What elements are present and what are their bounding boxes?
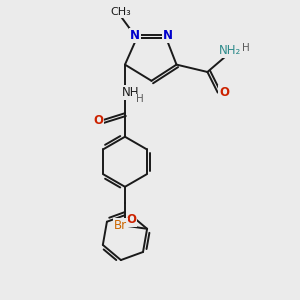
Text: O: O bbox=[219, 86, 229, 99]
Text: N: N bbox=[163, 29, 173, 42]
Text: CH₃: CH₃ bbox=[110, 8, 131, 17]
Text: Br: Br bbox=[113, 219, 127, 232]
Text: N: N bbox=[130, 29, 140, 42]
Text: NH: NH bbox=[122, 86, 140, 99]
Text: H: H bbox=[136, 94, 144, 104]
Text: O: O bbox=[127, 213, 136, 226]
Text: H: H bbox=[242, 43, 250, 53]
Text: NH₂: NH₂ bbox=[218, 44, 241, 57]
Text: O: O bbox=[93, 114, 103, 127]
